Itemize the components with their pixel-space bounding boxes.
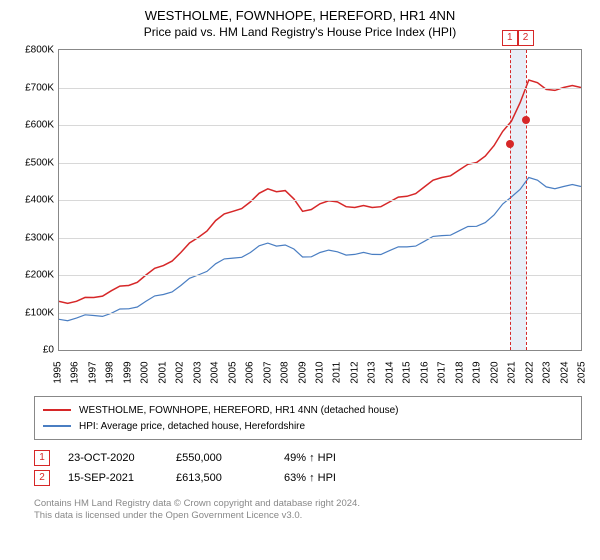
footer-line2: This data is licensed under the Open Gov… bbox=[34, 510, 582, 522]
legend-label-red: WESTHOLME, FOWNHOPE, HEREFORD, HR1 4NN (… bbox=[79, 405, 399, 416]
footer-line1: Contains HM Land Registry data © Crown c… bbox=[34, 498, 582, 510]
sale-price-2: £613,500 bbox=[176, 472, 266, 484]
chart-area: 12 bbox=[58, 49, 582, 351]
sales-row-2: 2 15-SEP-2021 £613,500 63% ↑ HPI bbox=[34, 468, 582, 488]
sales-row-1: 1 23-OCT-2020 £550,000 49% ↑ HPI bbox=[34, 448, 582, 468]
sale-pct-2: 63% ↑ HPI bbox=[284, 472, 374, 484]
footer: Contains HM Land Registry data © Crown c… bbox=[34, 498, 582, 523]
chart-title: WESTHOLME, FOWNHOPE, HEREFORD, HR1 4NN bbox=[0, 0, 600, 23]
sales-table: 1 23-OCT-2020 £550,000 49% ↑ HPI 2 15-SE… bbox=[34, 448, 582, 488]
sale-pct-1: 49% ↑ HPI bbox=[284, 452, 374, 464]
legend-swatch-red bbox=[43, 409, 71, 411]
marker-icon-1: 1 bbox=[34, 450, 50, 466]
x-axis-labels: 1995199619971998199920002001200220032004… bbox=[58, 355, 582, 395]
sale-date-2: 15-SEP-2021 bbox=[68, 472, 158, 484]
y-axis-labels: £0£100K£200K£300K£400K£500K£600K£700K£80… bbox=[6, 50, 54, 350]
sale-date-1: 23-OCT-2020 bbox=[68, 452, 158, 464]
chart-container: WESTHOLME, FOWNHOPE, HEREFORD, HR1 4NN P… bbox=[0, 0, 600, 560]
marker-icon-2: 2 bbox=[34, 470, 50, 486]
legend-item-blue: HPI: Average price, detached house, Here… bbox=[43, 418, 573, 434]
legend: WESTHOLME, FOWNHOPE, HEREFORD, HR1 4NN (… bbox=[34, 396, 582, 440]
sale-price-1: £550,000 bbox=[176, 452, 266, 464]
legend-swatch-blue bbox=[43, 425, 71, 427]
legend-label-blue: HPI: Average price, detached house, Here… bbox=[79, 421, 305, 432]
legend-item-red: WESTHOLME, FOWNHOPE, HEREFORD, HR1 4NN (… bbox=[43, 402, 573, 418]
